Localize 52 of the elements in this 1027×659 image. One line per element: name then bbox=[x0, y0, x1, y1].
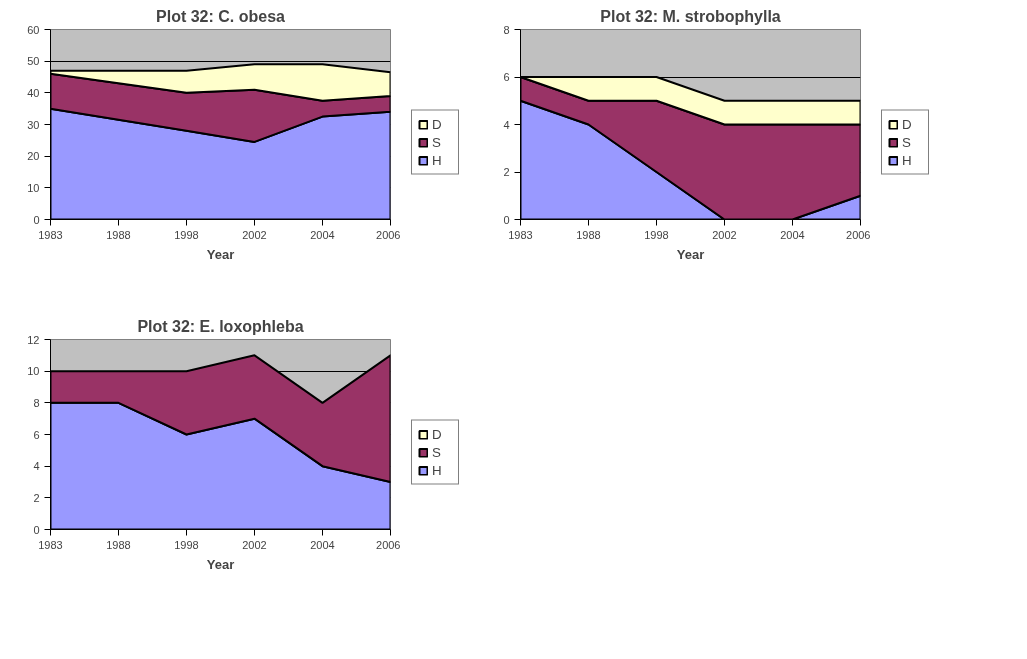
x-tick-label: 2002 bbox=[242, 228, 267, 241]
y-tick-label: 12 bbox=[27, 333, 40, 346]
legend-label: D bbox=[432, 116, 443, 132]
x-tick-label: 1983 bbox=[38, 228, 63, 241]
legend-label: S bbox=[432, 134, 442, 150]
x-tick-label: 2004 bbox=[310, 538, 335, 551]
y-tick-label: 10 bbox=[27, 181, 40, 194]
legend-label: D bbox=[902, 116, 913, 132]
legend-label: H bbox=[432, 462, 443, 478]
x-tick-label: 2006 bbox=[846, 228, 871, 241]
legend-label: S bbox=[432, 444, 442, 460]
y-tick-label: 10 bbox=[27, 365, 40, 378]
x-tick-label: 1983 bbox=[38, 538, 63, 551]
x-tick-label: 1988 bbox=[576, 228, 601, 241]
chart-title: Plot 32: M. strobophylla bbox=[600, 7, 781, 25]
legend-label: H bbox=[902, 152, 913, 168]
x-axis-title: Year bbox=[676, 246, 705, 262]
x-tick-label: 1988 bbox=[106, 228, 131, 241]
x-tick-label: 2002 bbox=[712, 228, 737, 241]
x-tick-label: 1998 bbox=[174, 228, 199, 241]
y-tick-label: 2 bbox=[33, 491, 40, 504]
y-tick-label: 4 bbox=[33, 460, 40, 473]
chart-title: Plot 32: E. loxophleba bbox=[137, 317, 304, 335]
legend-label: S bbox=[902, 134, 912, 150]
y-tick-label: 0 bbox=[33, 213, 40, 226]
x-tick-label: 1998 bbox=[174, 538, 199, 551]
y-tick-label: 60 bbox=[27, 23, 40, 36]
y-tick-label: 2 bbox=[503, 166, 510, 178]
x-tick-label: 1983 bbox=[508, 228, 533, 241]
x-tick-label: 2006 bbox=[376, 538, 401, 551]
y-tick-label: 0 bbox=[33, 523, 40, 536]
y-tick-label: 6 bbox=[503, 71, 510, 83]
legend-label: H bbox=[432, 152, 443, 168]
y-tick-label: 20 bbox=[27, 150, 40, 163]
y-tick-label: 4 bbox=[503, 118, 510, 131]
chart-title: Plot 32: C. obesa bbox=[156, 7, 286, 25]
x-tick-label: 2002 bbox=[242, 538, 267, 551]
y-tick-label: 30 bbox=[27, 118, 40, 131]
y-tick-label: 50 bbox=[27, 55, 40, 68]
x-tick-label: 2006 bbox=[376, 228, 401, 241]
y-tick-label: 40 bbox=[27, 86, 40, 99]
y-tick-label: 6 bbox=[33, 428, 40, 441]
y-tick-label: 8 bbox=[33, 396, 40, 409]
x-axis-title: Year bbox=[206, 246, 235, 262]
x-tick-label: 2004 bbox=[310, 228, 335, 241]
x-tick-label: 1998 bbox=[644, 228, 669, 241]
x-axis-title: Year bbox=[206, 556, 235, 572]
legend-label: D bbox=[432, 426, 443, 442]
x-tick-label: 1988 bbox=[106, 538, 131, 551]
x-tick-label: 2004 bbox=[780, 228, 805, 241]
y-tick-label: 8 bbox=[503, 23, 510, 36]
y-tick-label: 0 bbox=[503, 213, 510, 226]
